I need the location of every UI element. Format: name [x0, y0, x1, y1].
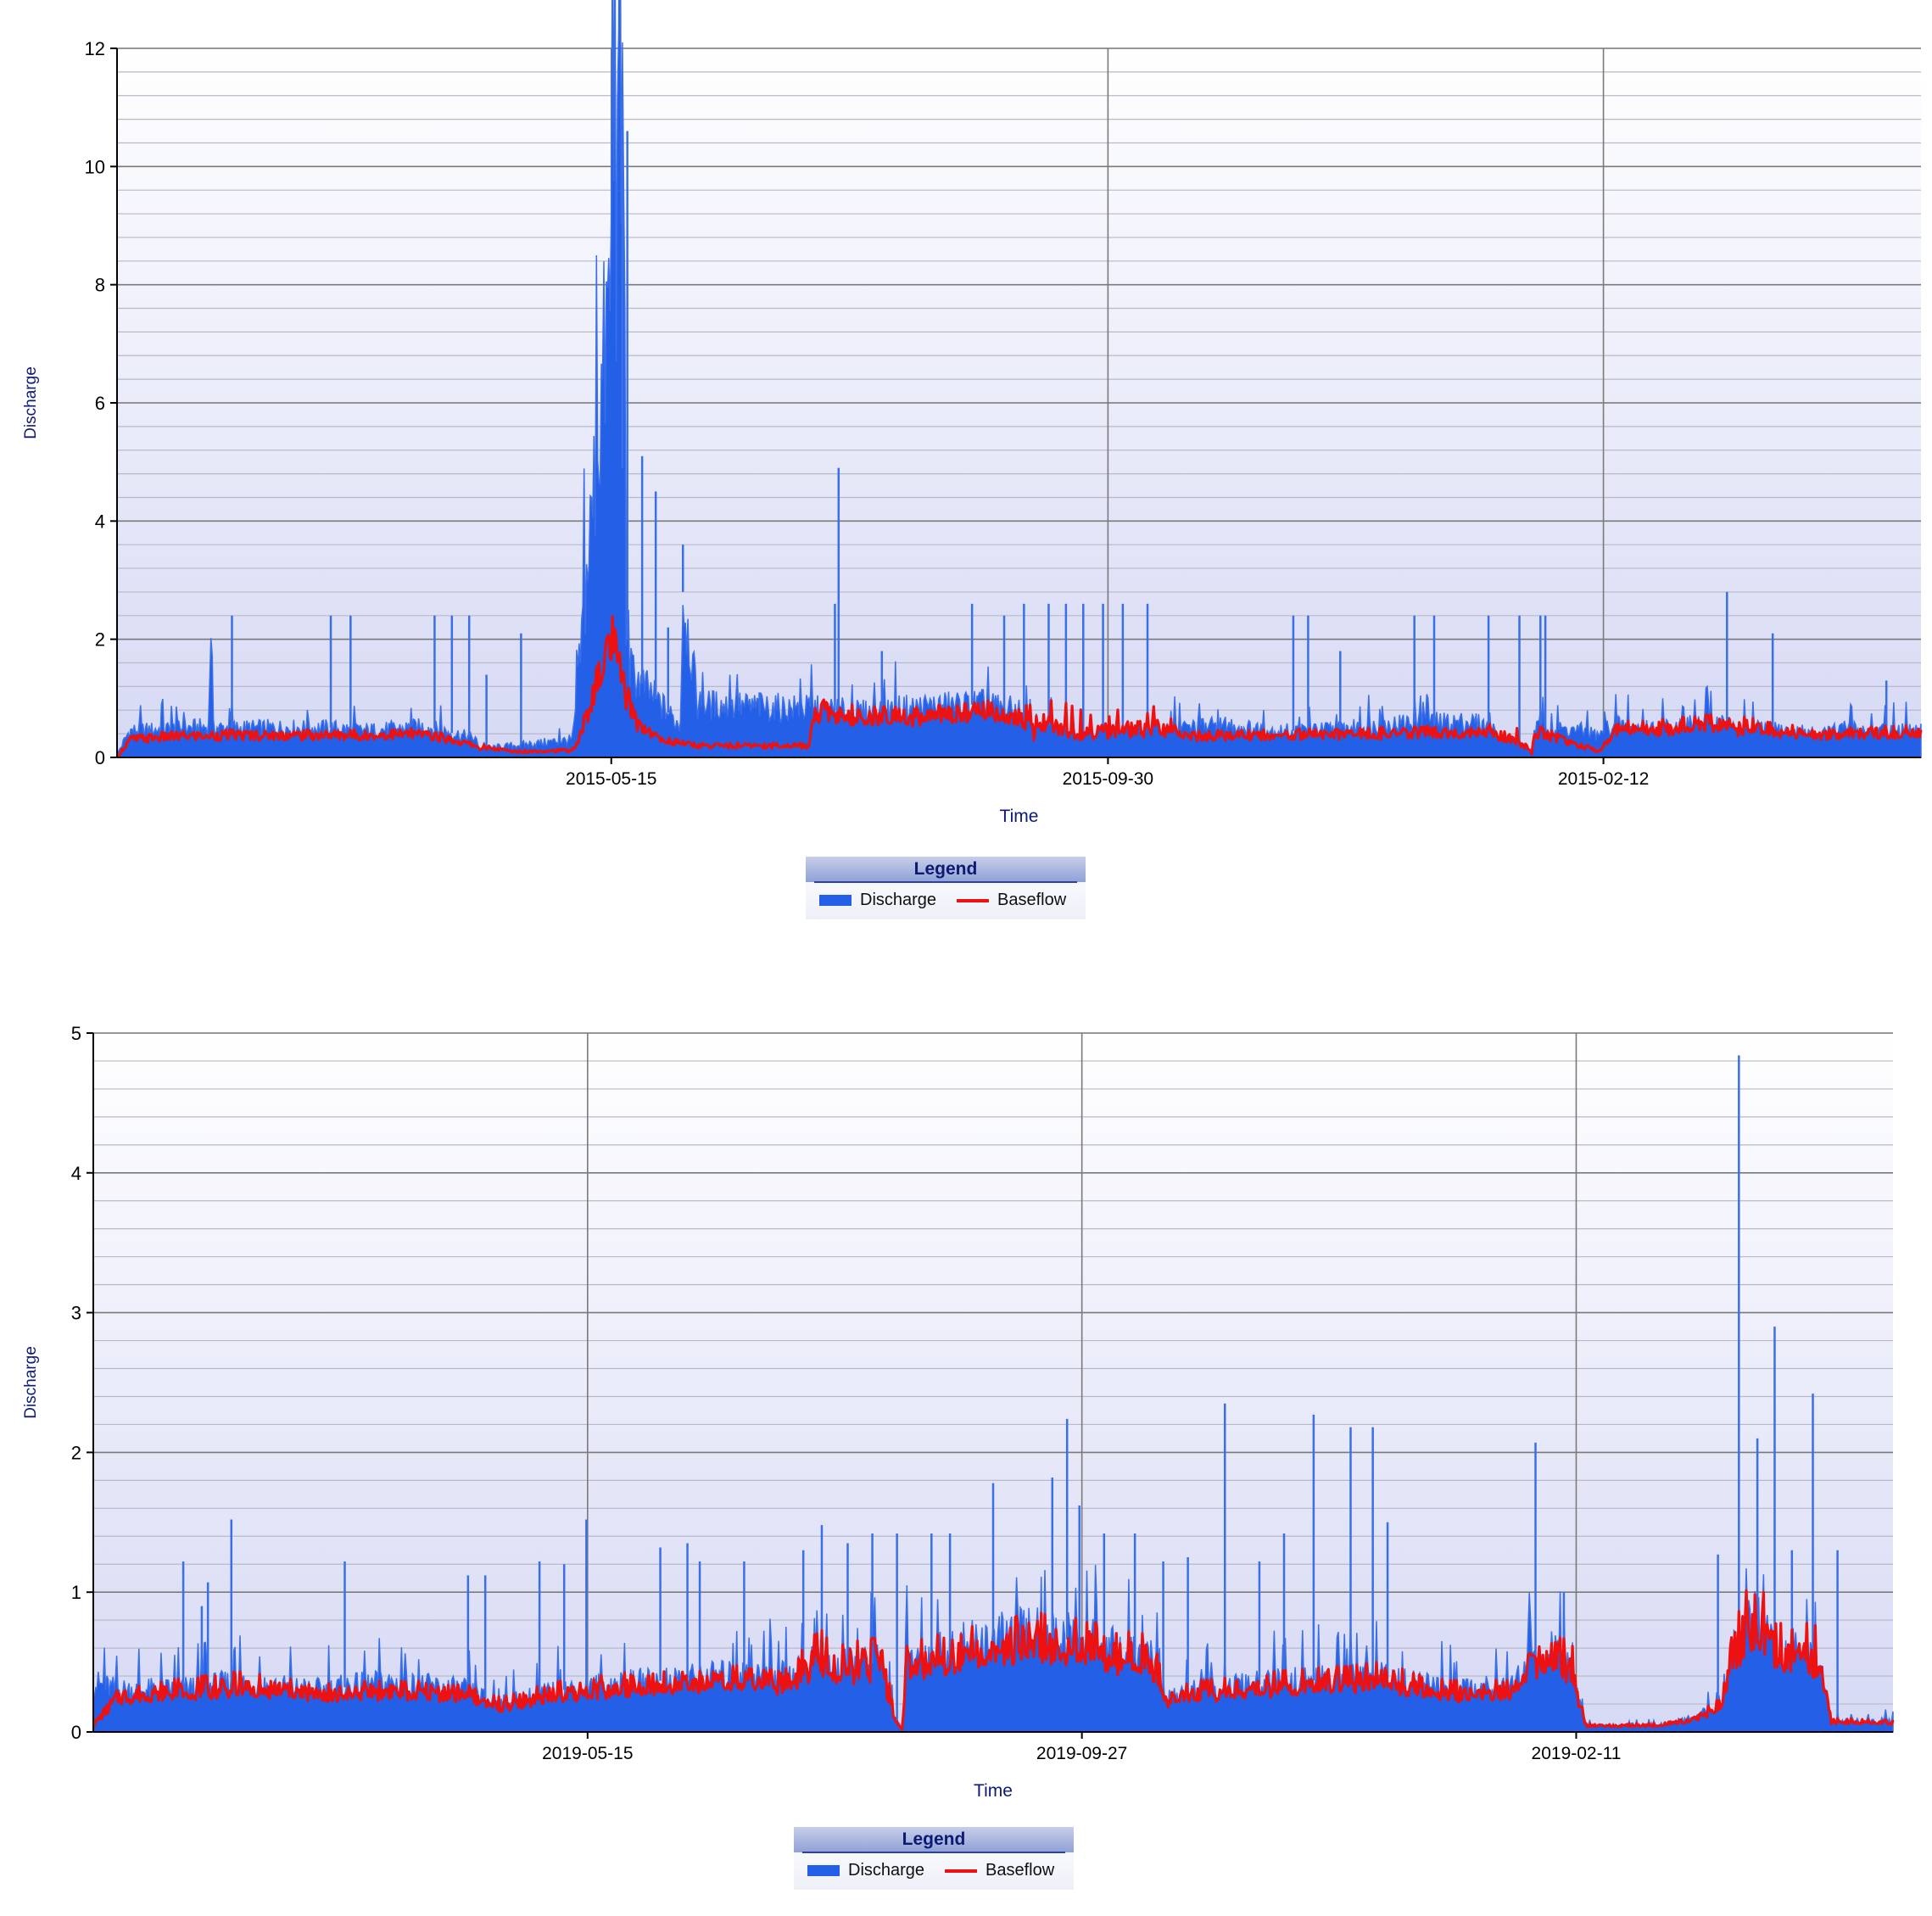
baseflow-swatch [945, 1869, 977, 1873]
baseflow-legend-label: Baseflow [986, 1861, 1055, 1880]
y-tick-label: 1 [71, 1582, 81, 1603]
baseflow-line [115, 615, 1923, 758]
baseflow-swatch [957, 899, 989, 902]
chart-1-legend: Legend Discharge Baseflow [806, 857, 1086, 919]
y-tick-label: 4 [95, 511, 105, 532]
y-tick-label: 10 [85, 156, 105, 177]
chart-1-plot-svg: 0 2 4 6 8 10 12 2015-05-15 2015-09-30 2015-02-12 T… [22, 0, 1923, 826]
y-tick-label: 12 [85, 38, 105, 59]
discharge-chart-bottom: 0 1 2 3 4 5 2019-05-15 2019-09-27 2019-02-11 Time… [0, 967, 1932, 1916]
discharge-legend-label: Discharge [848, 1861, 925, 1880]
discharge-swatch [819, 895, 852, 906]
y-tick-label: 2 [95, 629, 105, 651]
y-tick-label: 0 [71, 1722, 81, 1743]
chart-1-legend-underline [814, 881, 1077, 883]
x-axis-label: Time [974, 1781, 1013, 1801]
x-tick-label: 2019-05-15 [542, 1744, 633, 1763]
chart-2-legend: Legend Discharge Baseflow [794, 1827, 1074, 1890]
y-tick-label: 3 [71, 1303, 81, 1324]
y-axis-label: Discharge [22, 366, 40, 439]
chart-2-plot-svg: 0 1 2 3 4 5 2019-05-15 2019-09-27 2019-02-11 Time… [22, 1023, 1895, 1801]
y-tick-label: 6 [95, 393, 105, 414]
y-tick-label: 2 [71, 1442, 81, 1463]
x-tick-label: 2015-09-30 [1063, 769, 1153, 789]
baseflow-legend-label: Baseflow [997, 891, 1067, 909]
y-tick-label: 8 [95, 275, 105, 296]
discharge-legend-label: Discharge [860, 891, 937, 909]
y-axis-label: Discharge [22, 1346, 40, 1419]
chart-2-legend-title: Legend [794, 1827, 1074, 1852]
y-tick-label: 5 [71, 1023, 81, 1044]
chart-2-legend-underline [802, 1852, 1065, 1853]
discharge-chart-top: 0 2 4 6 8 10 12 2015-05-15 2015-09-30 2015-02-12 T… [0, 0, 1932, 941]
x-tick-label: 2015-05-15 [566, 769, 656, 789]
chart-1-legend-title: Legend [806, 857, 1086, 882]
x-tick-label: 2019-09-27 [1036, 1744, 1127, 1763]
baseflow-line [92, 1589, 1895, 1731]
y-tick-label: 0 [95, 747, 105, 768]
x-tick-label: 2019-02-11 [1532, 1744, 1622, 1763]
x-tick-label: 2015-02-12 [1558, 769, 1649, 789]
y-tick-label: 4 [71, 1163, 81, 1184]
x-axis-label: Time [1000, 807, 1039, 826]
discharge-swatch [807, 1865, 840, 1876]
